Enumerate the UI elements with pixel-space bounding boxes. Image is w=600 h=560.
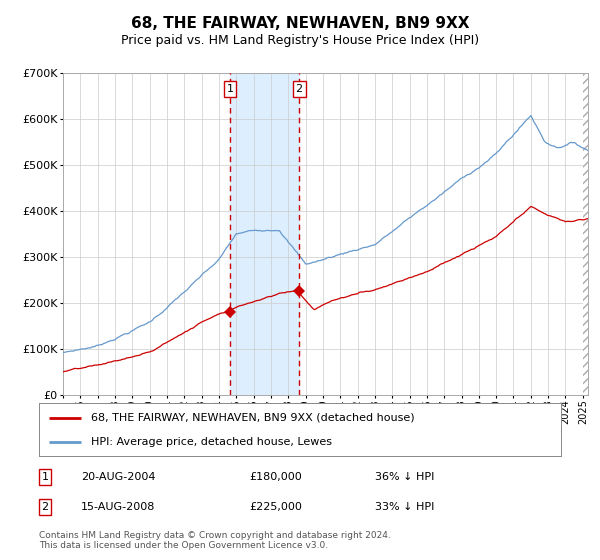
Text: 2: 2 — [296, 84, 303, 94]
Text: £225,000: £225,000 — [249, 502, 302, 512]
Text: 2: 2 — [41, 502, 49, 512]
Text: Price paid vs. HM Land Registry's House Price Index (HPI): Price paid vs. HM Land Registry's House … — [121, 34, 479, 47]
Text: £180,000: £180,000 — [249, 472, 302, 482]
Text: 68, THE FAIRWAY, NEWHAVEN, BN9 9XX: 68, THE FAIRWAY, NEWHAVEN, BN9 9XX — [131, 16, 469, 31]
Text: 68, THE FAIRWAY, NEWHAVEN, BN9 9XX (detached house): 68, THE FAIRWAY, NEWHAVEN, BN9 9XX (deta… — [91, 413, 415, 423]
Text: 1: 1 — [226, 84, 233, 94]
Text: 15-AUG-2008: 15-AUG-2008 — [81, 502, 155, 512]
Text: HPI: Average price, detached house, Lewes: HPI: Average price, detached house, Lewe… — [91, 437, 332, 447]
Text: 36% ↓ HPI: 36% ↓ HPI — [375, 472, 434, 482]
Bar — [230, 73, 299, 395]
Text: 33% ↓ HPI: 33% ↓ HPI — [375, 502, 434, 512]
Text: 20-AUG-2004: 20-AUG-2004 — [81, 472, 155, 482]
Text: Contains HM Land Registry data © Crown copyright and database right 2024.
This d: Contains HM Land Registry data © Crown c… — [39, 531, 391, 550]
Polygon shape — [583, 73, 588, 395]
Text: 1: 1 — [41, 472, 49, 482]
